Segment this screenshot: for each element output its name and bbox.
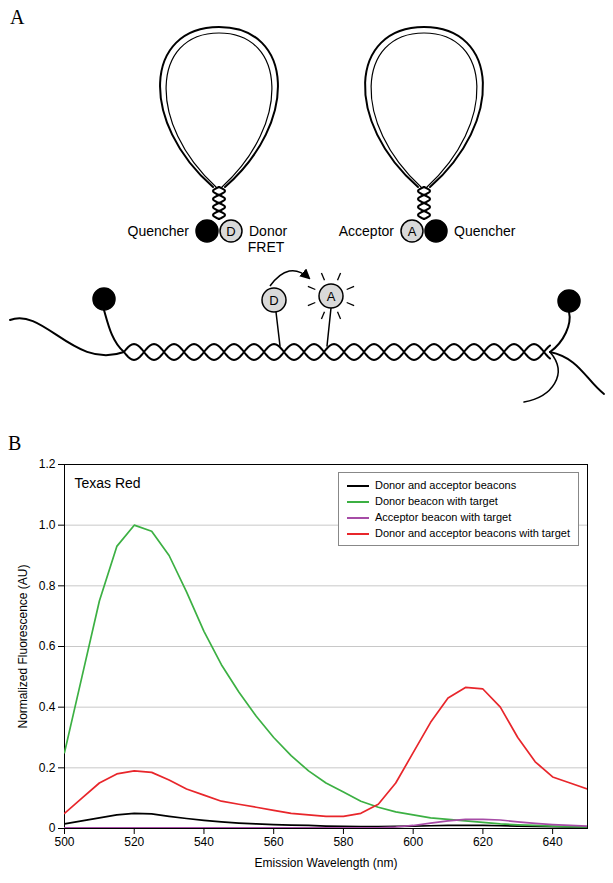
svg-text:D: D <box>269 293 278 308</box>
svg-text:1.0: 1.0 <box>39 518 56 532</box>
svg-text:0.2: 0.2 <box>39 761 56 775</box>
html-text:Donor and acceptor beacons: Donor and acceptor beacons <box>374 479 517 491</box>
svg-text:600: 600 <box>403 835 423 849</box>
html-text:Acceptor beacon with target: Acceptor beacon with target <box>374 511 512 523</box>
svg-text:520: 520 <box>124 835 144 849</box>
svg-text:Texas Red: Texas Red <box>75 475 141 491</box>
svg-text:640: 640 <box>543 835 563 849</box>
svg-text:A: A <box>10 6 25 28</box>
svg-text:560: 560 <box>264 835 284 849</box>
svg-text:D: D <box>226 224 235 239</box>
svg-text:A: A <box>408 224 417 239</box>
svg-text:580: 580 <box>333 835 353 849</box>
svg-text:Acceptor: Acceptor <box>339 223 395 239</box>
svg-text:Emission Wavelength (nm): Emission Wavelength (nm) <box>255 856 398 870</box>
svg-text:540: 540 <box>194 835 214 849</box>
svg-text:0.4: 0.4 <box>39 700 56 714</box>
svg-text:Quencher: Quencher <box>454 223 516 239</box>
svg-text:Quencher: Quencher <box>128 223 190 239</box>
svg-text:0.6: 0.6 <box>39 639 56 653</box>
svg-text:1.2: 1.2 <box>39 457 56 471</box>
html-text:Donor beacon with target: Donor beacon with target <box>374 495 498 507</box>
svg-text:A: A <box>327 289 336 304</box>
svg-text:Normalized Fluorescence (AU): Normalized Fluorescence (AU) <box>16 564 30 728</box>
svg-text:Donor: Donor <box>249 223 287 239</box>
html-text:Donor and acceptor beacons wit: Donor and acceptor beacons with target <box>374 527 570 539</box>
svg-text:620: 620 <box>473 835 493 849</box>
svg-text:FRET: FRET <box>248 239 285 255</box>
svg-text:0.8: 0.8 <box>39 579 56 593</box>
html-text:B: B <box>8 432 22 454</box>
svg-text:500: 500 <box>54 835 74 849</box>
svg-text:0: 0 <box>49 821 56 835</box>
